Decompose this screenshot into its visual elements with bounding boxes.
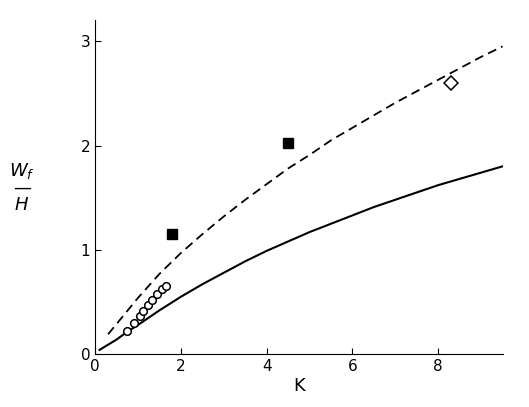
X-axis label: K: K	[293, 377, 305, 395]
Text: $W_f$
—
$H$: $W_f$ — $H$	[9, 161, 35, 214]
